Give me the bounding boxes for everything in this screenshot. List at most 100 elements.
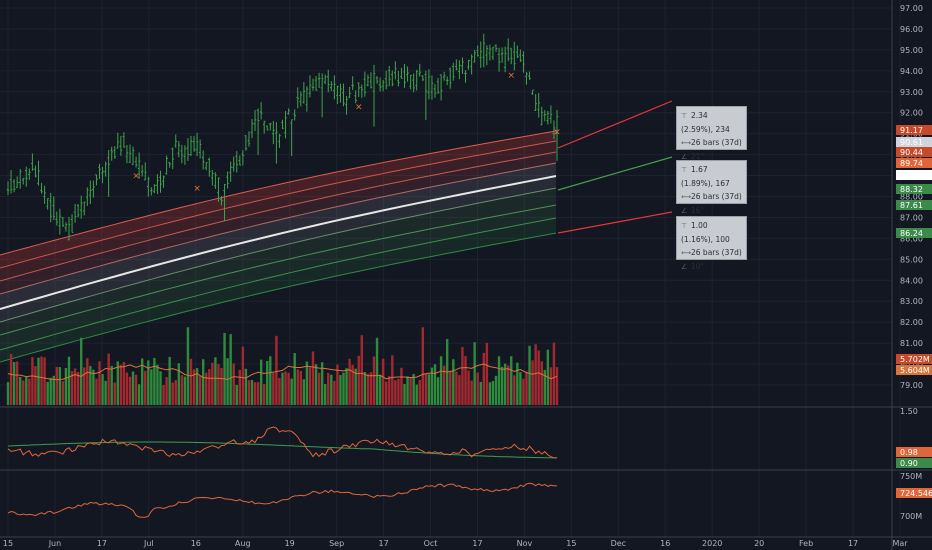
indicator-signal-line [7, 441, 557, 459]
volume-bar [83, 367, 86, 405]
indicator-tick-label: 1.50 [900, 407, 918, 416]
signal-marker-icon: × [132, 172, 140, 182]
volume-bar [67, 356, 71, 405]
volume-average-line [7, 363, 558, 381]
volume-bar [55, 366, 58, 405]
trend-stats-box-2: ⊤ 1.67 (1.89%), 167 ⟷26 bars (37d) ∠ 16° [676, 160, 747, 215]
time-tick-label: 19 [285, 539, 295, 548]
volume-bar [385, 381, 388, 405]
volume-bar [293, 353, 296, 405]
volume-bar [229, 334, 232, 405]
volume-bar [177, 363, 180, 405]
volume-bar [189, 358, 193, 405]
volume-bar [58, 367, 62, 405]
volume-bar [525, 371, 528, 405]
volume-bar [507, 365, 510, 405]
volume-bar [238, 369, 241, 405]
price-axis[interactable]: 97.0096.0095.0094.0093.0092.0091.0090.00… [896, 4, 932, 521]
volume-bar [296, 369, 299, 405]
volume-bar [168, 356, 171, 405]
price-tick-label: 94.00 [900, 67, 923, 76]
price-tick-label: 92.00 [900, 109, 923, 118]
volume-bar [461, 347, 464, 405]
volume-bar [89, 365, 92, 405]
volume-bar [122, 362, 126, 405]
volume-bar [235, 384, 238, 405]
volume-bar [366, 373, 370, 405]
volume-bar [232, 363, 235, 405]
price-badge-label: 91.17 [900, 126, 923, 135]
indicator-badge-label: 724.546M [900, 489, 932, 498]
channel-line [0, 162, 557, 295]
volume-bar [421, 327, 424, 405]
volume-bar [333, 380, 336, 405]
price-tick-label: 86.00 [900, 234, 923, 243]
volume-bar [159, 371, 162, 405]
channel-band [0, 131, 556, 268]
volume-bar [70, 371, 74, 405]
volume-bar [485, 342, 489, 405]
time-axis[interactable]: 15 Jun 17 Jul 16 Aug 19 Sep 17 Oct 17 Nov 15 Dec 16 202… [3, 539, 908, 548]
price-tick-label: 84.00 [900, 276, 923, 285]
volume-bar [31, 357, 34, 405]
volume-bar [134, 374, 138, 405]
volume-bar [223, 332, 226, 405]
volume-bar [290, 378, 293, 405]
volume-bar [49, 377, 52, 405]
signal-marker-icon: × [507, 71, 515, 81]
time-tick-label: Mar [892, 539, 908, 548]
volume-bar [180, 375, 184, 405]
volume-bar [37, 357, 40, 405]
volume-bar [98, 361, 101, 405]
time-tick-label: 20 [754, 539, 764, 548]
price-tick-label: 85.00 [900, 255, 923, 264]
volume-bar [467, 370, 470, 405]
signal-marker-icon: × [193, 184, 201, 194]
price-range-icon: ⊤ [681, 112, 688, 120]
time-tick-label: Sep [329, 539, 344, 548]
volume-bar [131, 371, 135, 405]
volume-bar [156, 364, 159, 405]
volume-bar [391, 355, 394, 405]
volume-bar [308, 367, 312, 405]
indicator-badge-label: 0.98 [900, 448, 918, 457]
volume-bar [247, 380, 251, 405]
volume-bar [125, 372, 129, 405]
channel-line [0, 151, 557, 282]
angle-icon: ∠ [681, 207, 688, 215]
trend-lines [557, 100, 673, 234]
trend-bars: 26 bars (37d) [691, 248, 742, 257]
time-tick-label: 17 [97, 539, 107, 548]
volume-bar [513, 375, 516, 405]
volume-bar [205, 372, 208, 405]
volume-bar [244, 368, 248, 405]
volume-bar [452, 359, 455, 405]
volume-bar [28, 378, 31, 405]
volume-bar [113, 382, 116, 405]
bar-range-icon: ⟷ [681, 139, 692, 147]
volume-bar [324, 383, 327, 405]
volume-bar [119, 364, 123, 405]
volume-bar [479, 381, 482, 405]
volume-bar [253, 382, 257, 405]
time-tick-label: 17 [378, 539, 388, 548]
volume-bar [314, 364, 318, 405]
time-tick-label: 17 [472, 539, 482, 548]
volume-bar [281, 372, 284, 405]
price-tick-label: 88.00 [900, 193, 923, 202]
volume-bar [497, 356, 501, 405]
volume-bar [211, 362, 214, 405]
price-badge-label: 89.03 [900, 171, 923, 180]
time-tick-label: 15 [566, 539, 576, 548]
price-tick-label: 95.00 [900, 46, 923, 55]
price-tick-label: 79.00 [900, 381, 923, 390]
volume-bar [403, 383, 406, 405]
channel-line [0, 130, 557, 256]
volume-bar [110, 365, 113, 405]
trend-angle: 21° [691, 152, 705, 161]
volume-bar [287, 372, 290, 405]
volume-bar [345, 368, 348, 405]
volume-bar [214, 357, 217, 405]
volume-bar [266, 361, 269, 405]
